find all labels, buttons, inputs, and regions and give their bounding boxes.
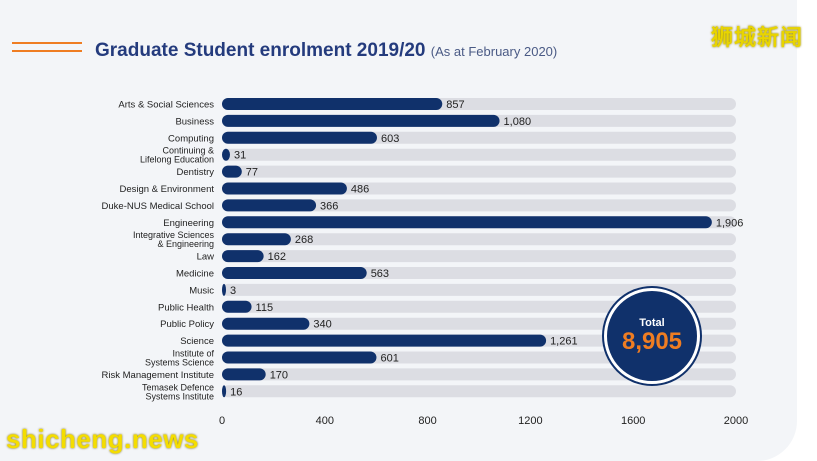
bar (222, 250, 264, 263)
category-label: Institute of (172, 349, 214, 359)
x-tick-label: 0 (219, 415, 225, 427)
bar-value-label: 1,080 (504, 116, 532, 128)
bar-value-label: 170 (270, 369, 288, 381)
x-tick-label: 1200 (518, 415, 542, 427)
category-label: Engineering (163, 218, 214, 229)
category-label: Continuing & (162, 146, 214, 156)
x-tick-label: 800 (418, 415, 436, 427)
category-label: Dentistry (177, 167, 215, 178)
bar-track (222, 148, 736, 161)
bar-value-label: 563 (371, 268, 389, 280)
bar-track (222, 233, 736, 246)
bar (222, 182, 347, 195)
bar (222, 368, 266, 381)
bar (222, 233, 291, 246)
bar-track (222, 199, 736, 212)
bar-track (222, 300, 736, 313)
bar-value-label: 16 (230, 386, 242, 398)
category-label: Arts & Social Sciences (118, 100, 214, 111)
bar-value-label: 1,261 (550, 336, 578, 348)
category-label: Business (175, 116, 214, 127)
bar (222, 216, 712, 229)
category-label: Risk Management Institute (102, 370, 214, 381)
chart-panel (0, 0, 797, 461)
category-label: Integrative Sciences (133, 230, 215, 240)
bar (222, 334, 547, 347)
bar-track (222, 165, 736, 178)
chart-subtitle: (As at February 2020) (430, 44, 558, 59)
bar-value-label: 115 (256, 302, 274, 314)
bar-track (222, 182, 736, 195)
category-label: Systems Science (145, 358, 214, 368)
bar-value-label: 162 (268, 251, 286, 263)
category-label: Science (180, 336, 214, 347)
bar-track (222, 385, 736, 398)
bar-value-label: 603 (381, 133, 399, 145)
total-value: 8,905 (621, 328, 683, 355)
category-label: Public Policy (160, 319, 214, 330)
bar-track (222, 250, 736, 263)
category-label: Systems Institute (145, 391, 214, 401)
bar (222, 165, 242, 178)
category-label: Lifelong Education (140, 155, 214, 165)
decorative-line-bottom (12, 50, 82, 52)
bar (222, 98, 443, 110)
category-label: Duke-NUS Medical School (102, 201, 214, 212)
x-tick-label: 1600 (621, 415, 645, 427)
bar-value-label: 31 (234, 150, 246, 162)
category-label: Law (197, 252, 215, 263)
bar-value-label: 268 (295, 234, 313, 246)
bar-value-label: 366 (320, 200, 338, 212)
category-label: Design & Environment (119, 184, 214, 195)
x-tick-label: 400 (316, 415, 334, 427)
bar (222, 199, 317, 212)
bar-track (222, 283, 736, 296)
bar-value-label: 601 (380, 353, 398, 365)
bar (222, 114, 500, 127)
category-label: Medicine (176, 269, 214, 280)
category-label: Public Health (158, 302, 214, 313)
bar-value-label: 340 (313, 319, 331, 331)
category-label: Music (189, 285, 214, 296)
bar (222, 351, 377, 364)
bar (222, 385, 227, 398)
bar-value-label: 3 (230, 285, 236, 297)
bar-value-label: 486 (351, 184, 369, 196)
bar (222, 300, 252, 313)
decorative-line-top (12, 42, 82, 44)
total-label: Total (639, 317, 665, 329)
bar (222, 317, 310, 330)
x-tick-label: 2000 (724, 415, 748, 427)
category-label: Computing (168, 133, 214, 144)
bar-value-label: 1,906 (716, 217, 744, 229)
bar-chart: 857 Arts & Social Sciences 1,080 Business 60… (102, 98, 748, 427)
bar (222, 131, 377, 144)
bar (222, 148, 230, 161)
chart-title: Graduate Student enrolment 2019/20 (As a… (95, 40, 557, 62)
bar (222, 283, 226, 296)
category-label: & Engineering (157, 239, 214, 249)
bar-value-label: 77 (246, 167, 258, 179)
bar-track (222, 368, 736, 381)
chart-title-text: Graduate Student enrolment 2019/20 (95, 40, 426, 61)
watermark-top-right: 狮城新闻 (710, 25, 803, 50)
watermark-bottom-left: shicheng.news (6, 424, 199, 454)
bar-value-label: 857 (446, 99, 464, 111)
bar (222, 267, 367, 279)
total-badge: Total 8,905 (604, 288, 700, 384)
category-label: Temasek Defence (142, 382, 214, 392)
